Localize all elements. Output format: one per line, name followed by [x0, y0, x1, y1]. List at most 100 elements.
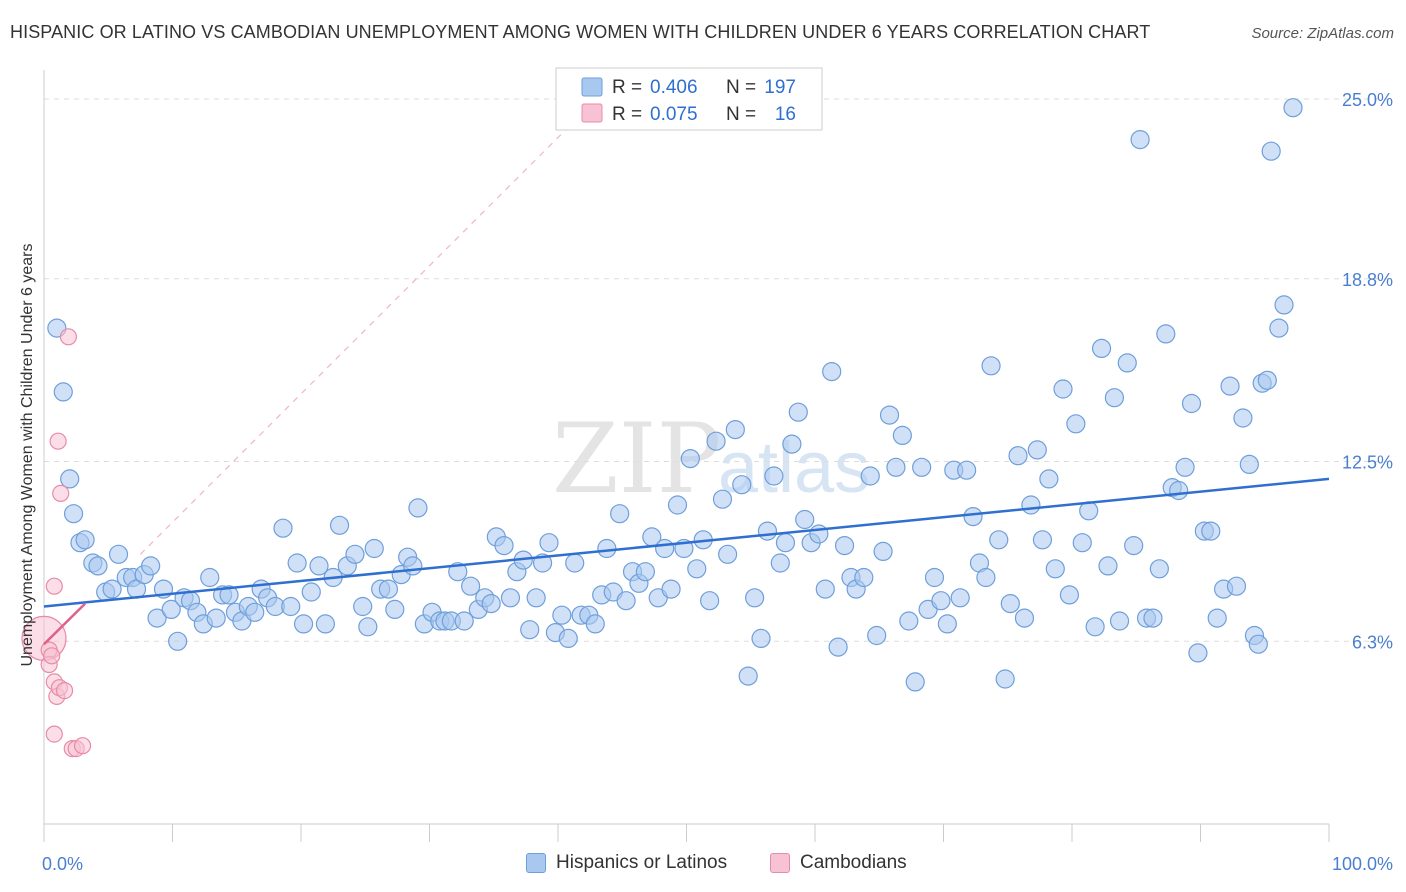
point-hispanics: [815, 579, 835, 599]
point-hispanics: [1072, 533, 1092, 553]
point-hispanics: [751, 628, 771, 649]
point-hispanics: [782, 434, 802, 454]
point-cambodians: [49, 432, 67, 450]
point-hispanics: [539, 533, 559, 553]
point-hispanics: [700, 591, 720, 611]
point-hispanics: [60, 469, 80, 489]
legend-row-hispanics: R = 0.406 N = 197: [581, 77, 796, 98]
point-hispanics: [141, 556, 161, 576]
point-hispanics: [1098, 556, 1118, 576]
point-hispanics: [520, 620, 540, 640]
point-hispanics: [108, 544, 129, 564]
point-hispanics: [552, 605, 572, 625]
point-hispanics: [950, 588, 970, 608]
point-cambodians: [45, 725, 63, 743]
point-cambodians: [73, 737, 92, 755]
point-hispanics: [1066, 414, 1086, 434]
point-hispanics: [667, 495, 688, 515]
point-hispanics: [912, 457, 932, 477]
point-hispanics: [957, 460, 977, 480]
series-cambodians-points: [21, 328, 92, 758]
point-hispanics: [526, 588, 546, 608]
legend: R = 0.406 N = 197 R = 0.075 N = 16: [555, 67, 823, 131]
watermark: ZIP atlas: [552, 403, 870, 515]
y-tick-labels: 6.3% 12.5% 18.8% 25.0%: [1342, 90, 1393, 652]
point-hispanics: [597, 538, 617, 559]
point-hispanics: [976, 567, 996, 588]
point-hispanics: [53, 382, 73, 402]
point-hispanics: [770, 553, 790, 573]
point-hispanics: [635, 562, 655, 582]
point-hispanics: [924, 567, 945, 588]
legend-swatch-cambodians: [581, 103, 603, 123]
point-hispanics: [1175, 457, 1195, 477]
point-hispanics: [408, 498, 428, 518]
point-hispanics: [764, 466, 784, 486]
point-cambodians: [43, 647, 61, 665]
point-hispanics: [899, 611, 919, 631]
y-tick-label: 25.0%: [1342, 90, 1393, 110]
point-hispanics: [309, 556, 329, 576]
point-hispanics: [712, 489, 733, 509]
point-hispanics: [385, 599, 405, 620]
point-hispanics: [1085, 617, 1105, 637]
point-hispanics: [1117, 353, 1137, 373]
point-hispanics: [1124, 535, 1144, 556]
point-hispanics: [655, 538, 675, 559]
point-hispanics: [293, 614, 314, 634]
point-hispanics: [661, 579, 681, 599]
point-hispanics: [963, 506, 983, 527]
legend-n-label: N =: [726, 77, 756, 98]
point-hispanics: [1014, 608, 1035, 628]
point-hispanics: [353, 596, 373, 617]
point-hispanics: [1008, 446, 1028, 466]
point-hispanics: [854, 567, 874, 588]
point-hispanics: [1274, 295, 1294, 315]
legend-n-value: 16: [775, 104, 796, 125]
point-hispanics: [1109, 611, 1130, 631]
point-hispanics: [1143, 608, 1163, 628]
point-hispanics: [454, 611, 474, 631]
point-hispanics: [905, 672, 925, 692]
point-hispanics: [879, 405, 900, 425]
trend-lines: [43, 477, 1330, 646]
point-hispanics: [301, 582, 321, 602]
bottom-legend-item-hispanics: Hispanics or Latinos: [526, 852, 727, 874]
point-hispanics: [725, 420, 745, 440]
point-hispanics: [757, 521, 778, 541]
point-cambodians: [55, 681, 74, 700]
point-hispanics: [834, 535, 855, 556]
bottom-legend-swatch-hispanics: [526, 853, 546, 873]
point-hispanics: [1283, 98, 1303, 118]
x-tick-labels: 0.0% 100.0%: [42, 854, 1393, 874]
point-hispanics: [1248, 634, 1268, 654]
point-hispanics: [886, 457, 906, 477]
point-hispanics: [1149, 559, 1169, 579]
point-hispanics: [745, 588, 765, 608]
point-hispanics: [680, 449, 700, 469]
point-hispanics: [161, 599, 181, 620]
point-hispanics: [795, 509, 815, 530]
bottom-legend-swatch-cambodians: [770, 853, 790, 873]
y-tick-label: 6.3%: [1352, 632, 1393, 652]
point-hispanics: [200, 567, 220, 588]
point-hispanics: [1188, 643, 1208, 663]
point-cambodians: [45, 577, 63, 595]
point-hispanics: [565, 553, 585, 573]
point-hispanics: [775, 533, 796, 553]
bottom-legend-label-cambodians: Cambodians: [800, 852, 907, 873]
reference-line: [139, 98, 597, 555]
reference-diagonal-line: [139, 98, 597, 555]
point-hispanics: [1201, 521, 1221, 541]
point-hispanics: [358, 617, 378, 637]
point-hispanics: [1226, 576, 1247, 596]
point-hispanics: [102, 579, 122, 599]
point-hispanics: [892, 425, 912, 445]
point-hispanics: [718, 544, 738, 564]
legend-n-value: 197: [764, 77, 796, 98]
point-hispanics: [1207, 608, 1227, 628]
point-hispanics: [981, 356, 1001, 376]
point-hispanics: [1156, 324, 1176, 344]
legend-row-cambodians: R = 0.075 N = 16: [581, 103, 796, 125]
